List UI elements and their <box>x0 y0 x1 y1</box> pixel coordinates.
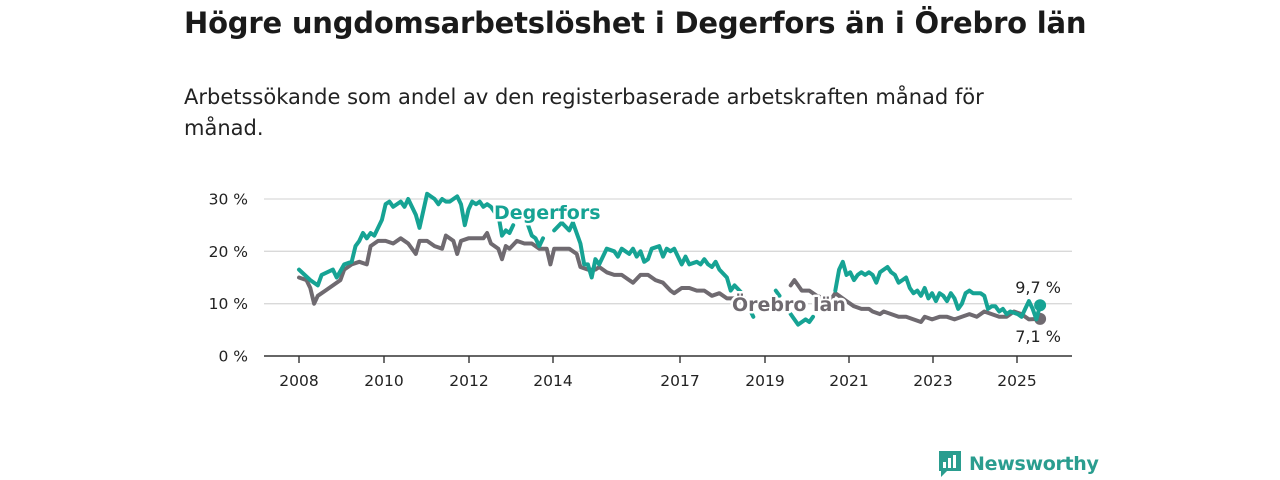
newsworthy-brand: Newsworthy <box>937 448 1099 480</box>
x-tick-label: 2008 <box>279 372 318 390</box>
axes: 0 % 10 % 20 % 30 % 2008 2010 2012 2014 2017 2019 2… <box>209 191 1072 390</box>
x-tick-label: 2025 <box>997 372 1036 390</box>
series-label: Örebro län <box>732 292 846 316</box>
x-tick-label: 2019 <box>745 372 784 390</box>
y-tick-label: 30 % <box>209 191 248 209</box>
chart-title: Högre ungdomsarbetslöshet i Degerfors än… <box>184 6 1087 40</box>
series-label-halo: Örebro län <box>732 292 846 316</box>
x-tick-label: 2021 <box>829 372 868 390</box>
x-tick-label: 2023 <box>913 372 952 390</box>
newsworthy-logo-icon <box>939 451 961 477</box>
x-tick-label: 2012 <box>449 372 488 390</box>
y-tick-label: 0 % <box>218 348 248 366</box>
end-value-label: 7,1 % <box>1015 327 1061 346</box>
series-label: Degerfors <box>494 202 601 224</box>
series-lines <box>297 191 1047 327</box>
y-tick-label: 10 % <box>209 295 248 313</box>
brand-name: Newsworthy <box>969 453 1099 475</box>
series-label-halo: Degerfors <box>494 202 601 224</box>
end-value-label: 9,7 % <box>1015 278 1061 297</box>
y-tick-label: 20 % <box>209 243 248 261</box>
x-tick-label: 2010 <box>364 372 403 390</box>
degerfors-line <box>297 191 1043 327</box>
degerfors-line-end-marker <box>1034 299 1047 312</box>
chart-subtitle: Arbetssökande som andel av den registerb… <box>184 85 984 140</box>
orebro-line <box>297 231 1043 324</box>
x-tick-label: 2017 <box>660 372 699 390</box>
x-tick-label: 2014 <box>533 372 572 390</box>
